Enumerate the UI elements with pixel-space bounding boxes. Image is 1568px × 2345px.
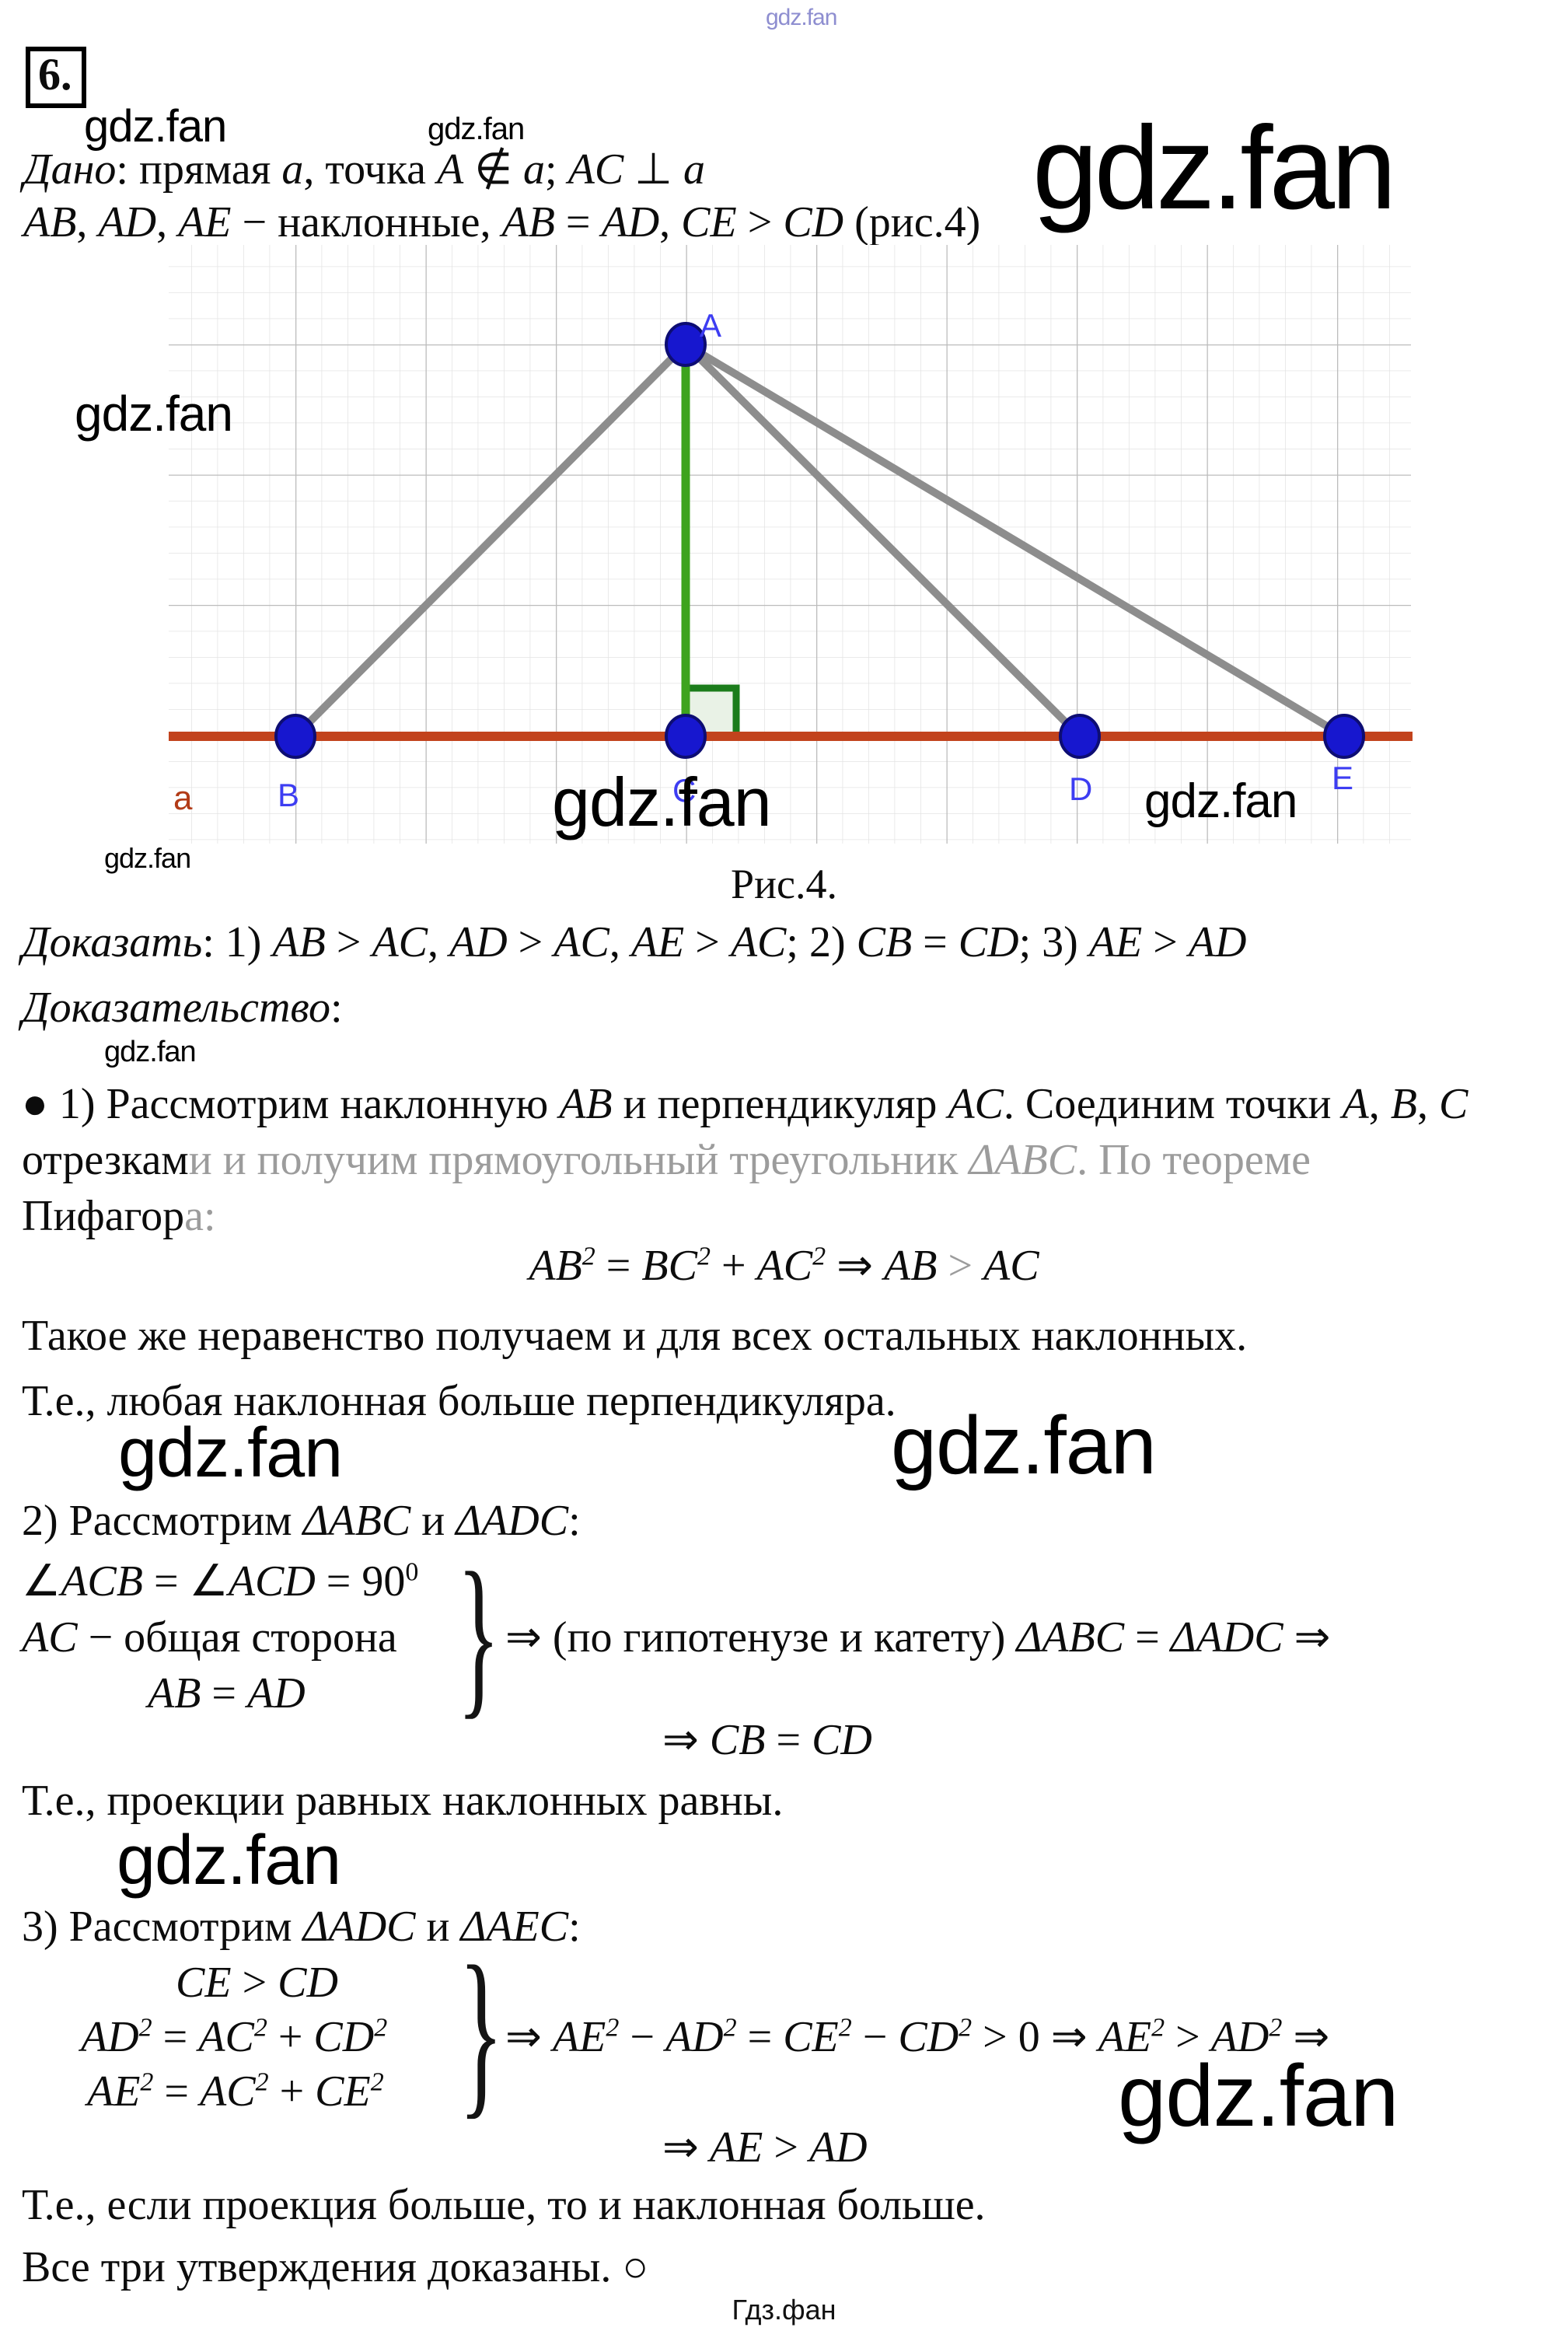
step3-paragraph: Т.е., если проекция больше, то и наклонн… <box>22 2181 986 2229</box>
step3-heading: 3) Рассмотрим ΔADC и ΔAEC: <box>22 1903 581 1951</box>
step2-system-brace: } <box>457 1536 501 1734</box>
problem-number: 6. <box>26 47 86 108</box>
point-A <box>665 322 707 367</box>
watermark-header-left: gdz.fan <box>84 101 227 152</box>
step1-line3: Пифагора: <box>22 1192 216 1240</box>
step1-paragraph2: Т.е., любая наклонная больше перпендикул… <box>22 1377 896 1425</box>
watermark-figure-small: gdz.fan <box>104 842 191 874</box>
point-E <box>1323 714 1365 759</box>
pythagoras-equation: AB2 = BC2 + AC2 ⇒ AB > AC <box>529 1242 1039 1290</box>
step2-row2: AC − общая сторона <box>22 1613 397 1662</box>
step3-row2: AD2 = AC2 + CD2 <box>81 2013 388 2061</box>
watermark-top-tiny: gdz.fan <box>766 5 837 30</box>
label-D: D <box>1069 771 1092 807</box>
step3-row3: AE2 = AC2 + CE2 <box>87 2067 384 2116</box>
step2-result: ⇒ CB = CD <box>662 1716 872 1764</box>
step2-row1: ∠ACB = ∠ACD = 900 <box>22 1557 419 1606</box>
step1-line2: отрезками и получим прямоугольный треуго… <box>22 1136 1311 1184</box>
step3-system-brace: } <box>459 1927 504 2134</box>
segment-AE <box>683 341 1346 740</box>
label-line-a: a <box>173 779 193 817</box>
given-line-2: AB, AD, AE − наклонные, AB = AD, CE > CD… <box>23 198 981 246</box>
step1-paragraph1: Такое же неравенство получаем и для всех… <box>22 1312 1248 1360</box>
watermark-figure-right: gdz.fan <box>1144 774 1297 828</box>
label-C: C <box>672 772 696 809</box>
watermark-step3-right: gdz.fan <box>1118 2047 1399 2144</box>
step2-conclusion: ⇒ (по гипотенузе и катету) ΔABC = ΔADC ⇒ <box>505 1613 1331 1662</box>
step2-heading: 2) Рассмотрим ΔABC и ΔADC: <box>22 1497 581 1545</box>
point-B <box>274 714 316 759</box>
geometry-figure: A B C D E a <box>169 245 1413 844</box>
step2-row3: AB = AD <box>148 1669 306 1718</box>
step2-paragraph: Т.е., проекции равных наклонных равны. <box>22 1777 784 1825</box>
watermark-header-center: gdz.fan <box>428 112 525 146</box>
label-B: B <box>278 777 299 813</box>
proof-title: Доказательство: <box>22 984 343 1032</box>
step3-row1: CE > CD <box>176 1959 338 2007</box>
step1-line1: ● 1) Рассмотрим наклонную AB и перпендик… <box>22 1080 1468 1128</box>
watermark-mid-left: gdz.fan <box>118 1414 343 1492</box>
figure-caption: Рис.4. <box>731 861 837 907</box>
final-statement: Все три утверждения доказаны. ○ <box>22 2243 649 2291</box>
point-D <box>1059 714 1101 759</box>
step3-result: ⇒ AE > AD <box>662 2123 868 2172</box>
right-angle-marker-icon <box>686 684 740 736</box>
point-C <box>665 714 707 759</box>
segment-AB <box>292 341 689 739</box>
grid-major <box>169 245 1411 844</box>
given-line-1: Дано: прямая a, точка A ∉ a; AC ⊥ a <box>23 145 705 194</box>
label-A: A <box>700 307 721 344</box>
watermark-header-right: gdz.fan <box>1032 102 1397 234</box>
watermark-mid-right: gdz.fan <box>891 1400 1157 1491</box>
site-footer: Гдз.фан <box>732 2294 836 2326</box>
watermark-figure-left: gdz.fan <box>75 386 233 442</box>
watermark-step1: gdz.fan <box>104 1036 197 1068</box>
watermark-step3-left: gdz.fan <box>117 1822 341 1899</box>
watermark-figure-bottom: gdz.fan <box>552 764 772 840</box>
label-E: E <box>1332 760 1353 796</box>
segment-AD <box>683 341 1083 739</box>
to-prove-line: Доказать: 1) AB > AC, AD > AC, AE > AC; … <box>22 918 1247 966</box>
step3-conclusion: ⇒ AE2 − AD2 = CE2 − CD2 > 0 ⇒ AE2 > AD2 … <box>505 2013 1330 2061</box>
